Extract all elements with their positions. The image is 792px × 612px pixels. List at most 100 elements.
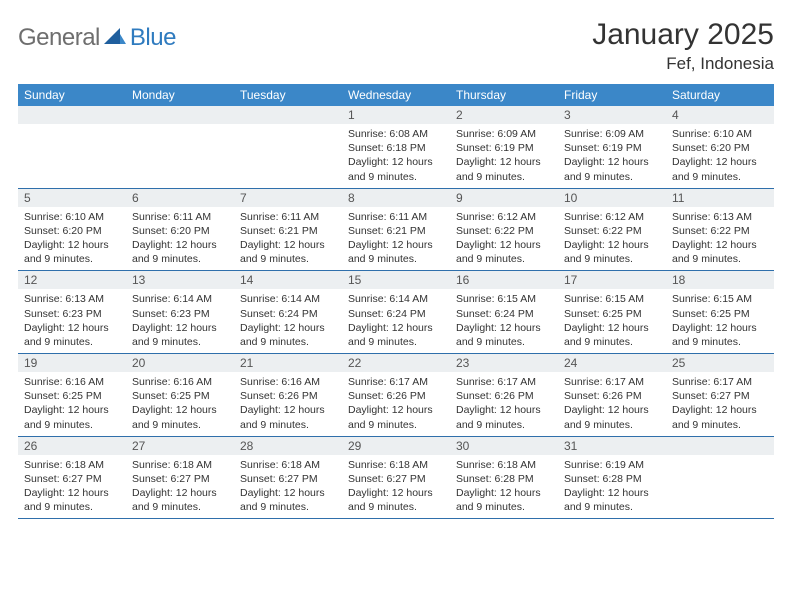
day-details: Sunrise: 6:15 AMSunset: 6:25 PMDaylight:… (666, 289, 774, 353)
sunset-text: Sunset: 6:25 PM (132, 389, 228, 403)
day-details: Sunrise: 6:11 AMSunset: 6:20 PMDaylight:… (126, 207, 234, 271)
day-number: 3 (558, 106, 666, 124)
day-details: Sunrise: 6:09 AMSunset: 6:19 PMDaylight:… (450, 124, 558, 188)
daylight-text: Daylight: 12 hours and 9 minutes. (240, 321, 336, 349)
day-details: Sunrise: 6:09 AMSunset: 6:19 PMDaylight:… (558, 124, 666, 188)
day-details: Sunrise: 6:15 AMSunset: 6:24 PMDaylight:… (450, 289, 558, 353)
day-number: 5 (18, 188, 126, 207)
day-number: 17 (558, 271, 666, 290)
day-number: 10 (558, 188, 666, 207)
daylight-text: Daylight: 12 hours and 9 minutes. (240, 486, 336, 514)
sunset-text: Sunset: 6:25 PM (24, 389, 120, 403)
detail-row: Sunrise: 6:18 AMSunset: 6:27 PMDaylight:… (18, 455, 774, 519)
sunrise-text: Sunrise: 6:15 AM (672, 292, 768, 306)
logo: General Blue (18, 18, 176, 52)
sunset-text: Sunset: 6:26 PM (240, 389, 336, 403)
daylight-text: Daylight: 12 hours and 9 minutes. (348, 238, 444, 266)
daylight-text: Daylight: 12 hours and 9 minutes. (132, 403, 228, 431)
day-number: 1 (342, 106, 450, 124)
day-details: Sunrise: 6:14 AMSunset: 6:24 PMDaylight:… (234, 289, 342, 353)
day-details (234, 124, 342, 188)
daynum-row: 567891011 (18, 188, 774, 207)
weekday-header: Friday (558, 84, 666, 106)
day-number: 21 (234, 354, 342, 373)
daylight-text: Daylight: 12 hours and 9 minutes. (240, 238, 336, 266)
daynum-row: 19202122232425 (18, 354, 774, 373)
day-details: Sunrise: 6:19 AMSunset: 6:28 PMDaylight:… (558, 455, 666, 519)
sunset-text: Sunset: 6:22 PM (672, 224, 768, 238)
daylight-text: Daylight: 12 hours and 9 minutes. (240, 403, 336, 431)
month-title: January 2025 (592, 18, 774, 52)
daylight-text: Daylight: 12 hours and 9 minutes. (564, 486, 660, 514)
daylight-text: Daylight: 12 hours and 9 minutes. (348, 486, 444, 514)
day-number: 24 (558, 354, 666, 373)
day-details: Sunrise: 6:13 AMSunset: 6:22 PMDaylight:… (666, 207, 774, 271)
day-number: 2 (450, 106, 558, 124)
day-number (126, 106, 234, 124)
daylight-text: Daylight: 12 hours and 9 minutes. (672, 238, 768, 266)
daylight-text: Daylight: 12 hours and 9 minutes. (564, 155, 660, 183)
day-number: 22 (342, 354, 450, 373)
title-block: January 2025 Fef, Indonesia (592, 18, 774, 74)
daylight-text: Daylight: 12 hours and 9 minutes. (456, 155, 552, 183)
day-number (18, 106, 126, 124)
detail-row: Sunrise: 6:13 AMSunset: 6:23 PMDaylight:… (18, 289, 774, 353)
sunrise-text: Sunrise: 6:18 AM (348, 458, 444, 472)
daylight-text: Daylight: 12 hours and 9 minutes. (24, 321, 120, 349)
daylight-text: Daylight: 12 hours and 9 minutes. (456, 321, 552, 349)
sunrise-text: Sunrise: 6:14 AM (348, 292, 444, 306)
daylight-text: Daylight: 12 hours and 9 minutes. (132, 238, 228, 266)
weekday-header: Monday (126, 84, 234, 106)
day-details: Sunrise: 6:14 AMSunset: 6:23 PMDaylight:… (126, 289, 234, 353)
sunrise-text: Sunrise: 6:17 AM (456, 375, 552, 389)
sunrise-text: Sunrise: 6:11 AM (348, 210, 444, 224)
sunset-text: Sunset: 6:26 PM (564, 389, 660, 403)
day-details: Sunrise: 6:16 AMSunset: 6:25 PMDaylight:… (18, 372, 126, 436)
day-number: 20 (126, 354, 234, 373)
sunset-text: Sunset: 6:27 PM (132, 472, 228, 486)
daylight-text: Daylight: 12 hours and 9 minutes. (24, 486, 120, 514)
sunset-text: Sunset: 6:20 PM (132, 224, 228, 238)
day-number: 8 (342, 188, 450, 207)
sunset-text: Sunset: 6:26 PM (456, 389, 552, 403)
daynum-row: 262728293031 (18, 436, 774, 455)
day-number: 6 (126, 188, 234, 207)
sunset-text: Sunset: 6:28 PM (564, 472, 660, 486)
calendar-body: 1234Sunrise: 6:08 AMSunset: 6:18 PMDayli… (18, 106, 774, 519)
sunrise-text: Sunrise: 6:12 AM (456, 210, 552, 224)
day-details (18, 124, 126, 188)
day-number: 31 (558, 436, 666, 455)
sunset-text: Sunset: 6:28 PM (456, 472, 552, 486)
day-details: Sunrise: 6:18 AMSunset: 6:27 PMDaylight:… (126, 455, 234, 519)
day-number (234, 106, 342, 124)
day-number: 25 (666, 354, 774, 373)
day-number: 19 (18, 354, 126, 373)
sunset-text: Sunset: 6:27 PM (672, 389, 768, 403)
daylight-text: Daylight: 12 hours and 9 minutes. (564, 403, 660, 431)
sunrise-text: Sunrise: 6:14 AM (240, 292, 336, 306)
sunrise-text: Sunrise: 6:18 AM (456, 458, 552, 472)
day-number: 16 (450, 271, 558, 290)
day-details: Sunrise: 6:14 AMSunset: 6:24 PMDaylight:… (342, 289, 450, 353)
day-number: 29 (342, 436, 450, 455)
sunset-text: Sunset: 6:20 PM (672, 141, 768, 155)
day-number: 18 (666, 271, 774, 290)
day-details: Sunrise: 6:17 AMSunset: 6:26 PMDaylight:… (342, 372, 450, 436)
daylight-text: Daylight: 12 hours and 9 minutes. (564, 238, 660, 266)
day-number: 30 (450, 436, 558, 455)
day-number: 28 (234, 436, 342, 455)
daylight-text: Daylight: 12 hours and 9 minutes. (132, 321, 228, 349)
sunrise-text: Sunrise: 6:18 AM (132, 458, 228, 472)
daylight-text: Daylight: 12 hours and 9 minutes. (672, 155, 768, 183)
day-details: Sunrise: 6:16 AMSunset: 6:26 PMDaylight:… (234, 372, 342, 436)
day-details: Sunrise: 6:17 AMSunset: 6:27 PMDaylight:… (666, 372, 774, 436)
weekday-header-row: Sunday Monday Tuesday Wednesday Thursday… (18, 84, 774, 106)
sunset-text: Sunset: 6:22 PM (456, 224, 552, 238)
sunset-text: Sunset: 6:27 PM (348, 472, 444, 486)
sunrise-text: Sunrise: 6:14 AM (132, 292, 228, 306)
sunrise-text: Sunrise: 6:18 AM (240, 458, 336, 472)
day-details: Sunrise: 6:13 AMSunset: 6:23 PMDaylight:… (18, 289, 126, 353)
day-number: 15 (342, 271, 450, 290)
sunset-text: Sunset: 6:19 PM (564, 141, 660, 155)
sunrise-text: Sunrise: 6:15 AM (456, 292, 552, 306)
